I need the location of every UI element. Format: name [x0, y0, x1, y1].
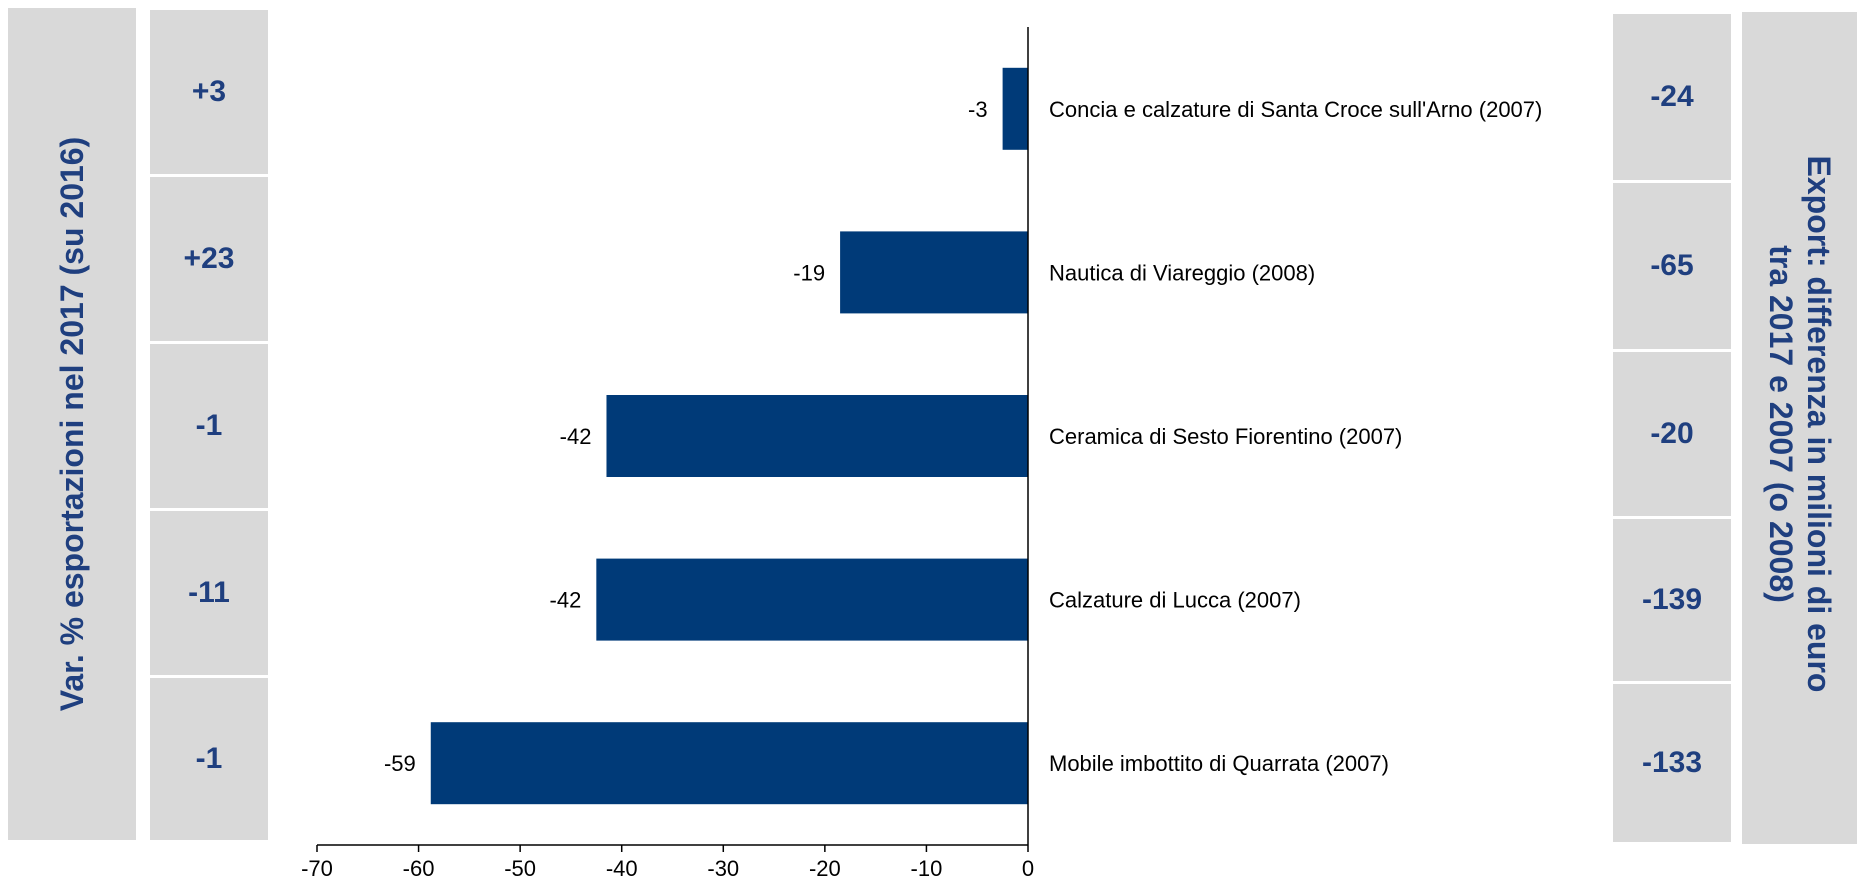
right-value-cell: -65	[1613, 183, 1731, 349]
left-value-cell: -1	[150, 344, 268, 508]
left-value-cell: +23	[150, 177, 268, 341]
right-title-panel	[1742, 12, 1857, 844]
data-label: -3	[968, 97, 988, 122]
right-value-cell: -20	[1613, 352, 1731, 516]
left-value-cell: +3	[150, 10, 268, 174]
data-label: -42	[550, 588, 582, 613]
left-value-cell: -1	[150, 678, 268, 840]
x-tick-label: -70	[301, 856, 333, 881]
category-label: Concia e calzature di Santa Croce sull'A…	[1049, 97, 1542, 122]
bar	[596, 558, 1028, 641]
right-value-cell: -133	[1613, 684, 1731, 842]
data-label: -59	[384, 751, 416, 776]
x-tick-label: -30	[707, 856, 739, 881]
x-tick-label: -40	[606, 856, 638, 881]
right-value-cell: -139	[1613, 519, 1731, 681]
category-label: Calzature di Lucca (2007)	[1049, 588, 1301, 613]
data-label: -19	[793, 260, 825, 285]
data-label: -42	[560, 424, 592, 449]
x-tick-label: -50	[504, 856, 536, 881]
bar	[1002, 67, 1028, 150]
left-value-cell: -11	[150, 511, 268, 675]
x-tick-label: -10	[911, 856, 943, 881]
category-label: Nautica di Viareggio (2008)	[1049, 260, 1315, 285]
x-tick-label: -20	[809, 856, 841, 881]
x-tick-label: 0	[1022, 856, 1034, 881]
right-value-cell: -24	[1613, 14, 1731, 180]
left-title-panel	[8, 8, 136, 840]
category-label: Mobile imbottito di Quarrata (2007)	[1049, 751, 1389, 776]
category-label: Ceramica di Sesto Fiorentino (2007)	[1049, 424, 1402, 449]
bar	[430, 722, 1028, 805]
bar	[840, 231, 1028, 314]
bar	[606, 395, 1028, 477]
x-tick-label: -60	[403, 856, 435, 881]
